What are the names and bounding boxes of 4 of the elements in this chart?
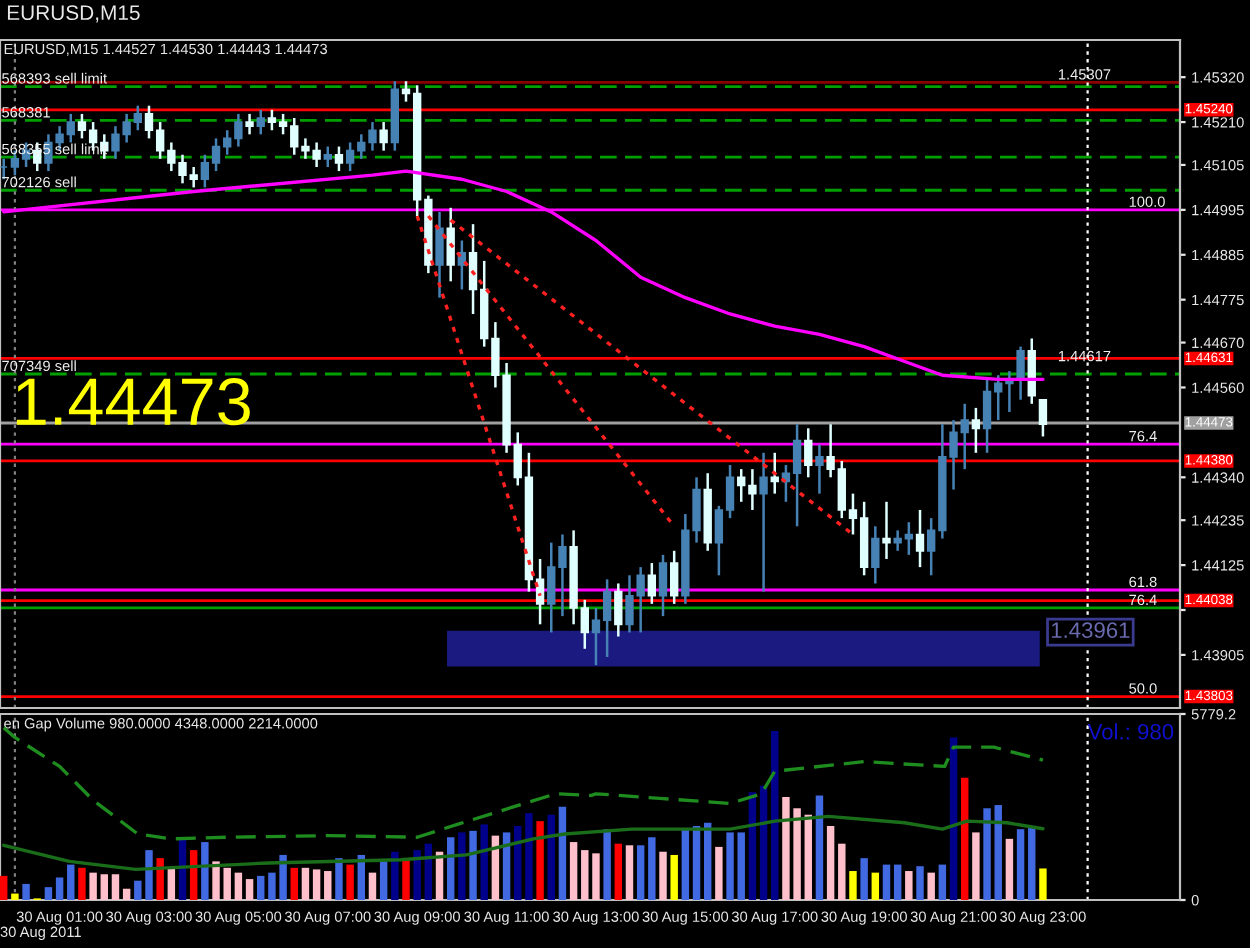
band-label: 1.43961 [1051,622,1130,639]
annotation: 1.44473 [16,378,250,426]
annotation: Vol.: 980 [1087,723,1174,740]
chart-title: EURUSD,M15 [7,5,140,23]
